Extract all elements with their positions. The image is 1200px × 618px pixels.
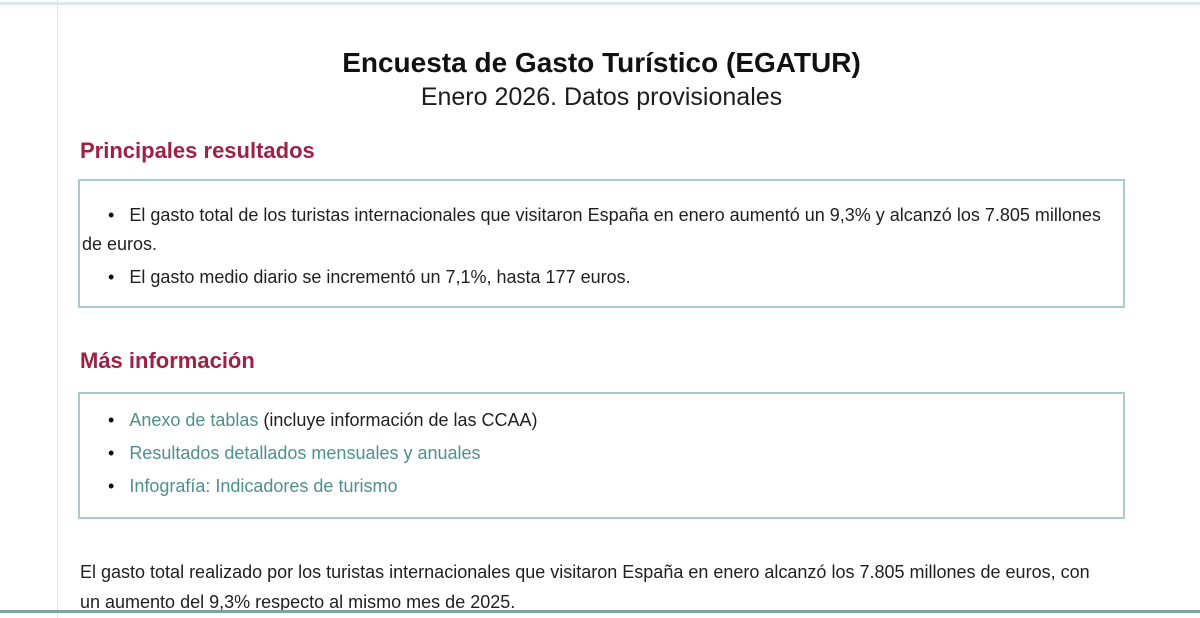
list-item: • Infografía: Indicadores de turismo (82, 472, 1107, 501)
list-item: • El gasto total de los turistas internac… (82, 201, 1107, 259)
more-info-box: • Anexo de tablas (incluye información de… (78, 392, 1125, 519)
results-box: • El gasto total de los turistas internac… (78, 179, 1125, 308)
link-anexo-de-tablas[interactable]: Anexo de tablas (129, 410, 259, 430)
bottom-divider-rule (0, 610, 1200, 613)
bullet-icon: • (108, 443, 115, 463)
bullet-icon: • (108, 476, 115, 496)
link-infografia-turismo[interactable]: Infografía: Indicadores de turismo (129, 476, 398, 496)
link-resultados-detallados[interactable]: Resultados detallados mensuales y anuale… (129, 443, 481, 463)
result-bullet-text: El gasto total de los turistas internaci… (82, 205, 1101, 254)
left-divider-rule (57, 0, 58, 618)
more-info-section-heading: Más información (80, 348, 255, 373)
results-section-heading: Principales resultados (80, 138, 315, 163)
result-bullet-text: El gasto medio diario se incrementó un 7… (129, 267, 631, 287)
list-item: • El gasto medio diario se incrementó un … (82, 263, 1107, 292)
bullet-icon: • (108, 205, 115, 225)
bullet-icon: • (108, 267, 115, 287)
list-item: • Anexo de tablas (incluye información de… (82, 406, 1107, 435)
page-subtitle: Enero 2026. Datos provisionales (420, 83, 783, 111)
bullet-icon: • (108, 410, 115, 430)
list-item: • Resultados detallados mensuales y anual… (82, 439, 1107, 468)
closing-paragraph: El gasto total realizado por los turista… (80, 562, 1090, 612)
top-divider-rule (0, 2, 1200, 5)
link-suffix-text: (incluye información de las CCAA) (258, 410, 538, 430)
page-content: Encuesta de Gasto Turístico (EGATUR) Ene… (78, 0, 1125, 617)
page-title: Encuesta de Gasto Turístico (EGATUR) (342, 47, 861, 78)
